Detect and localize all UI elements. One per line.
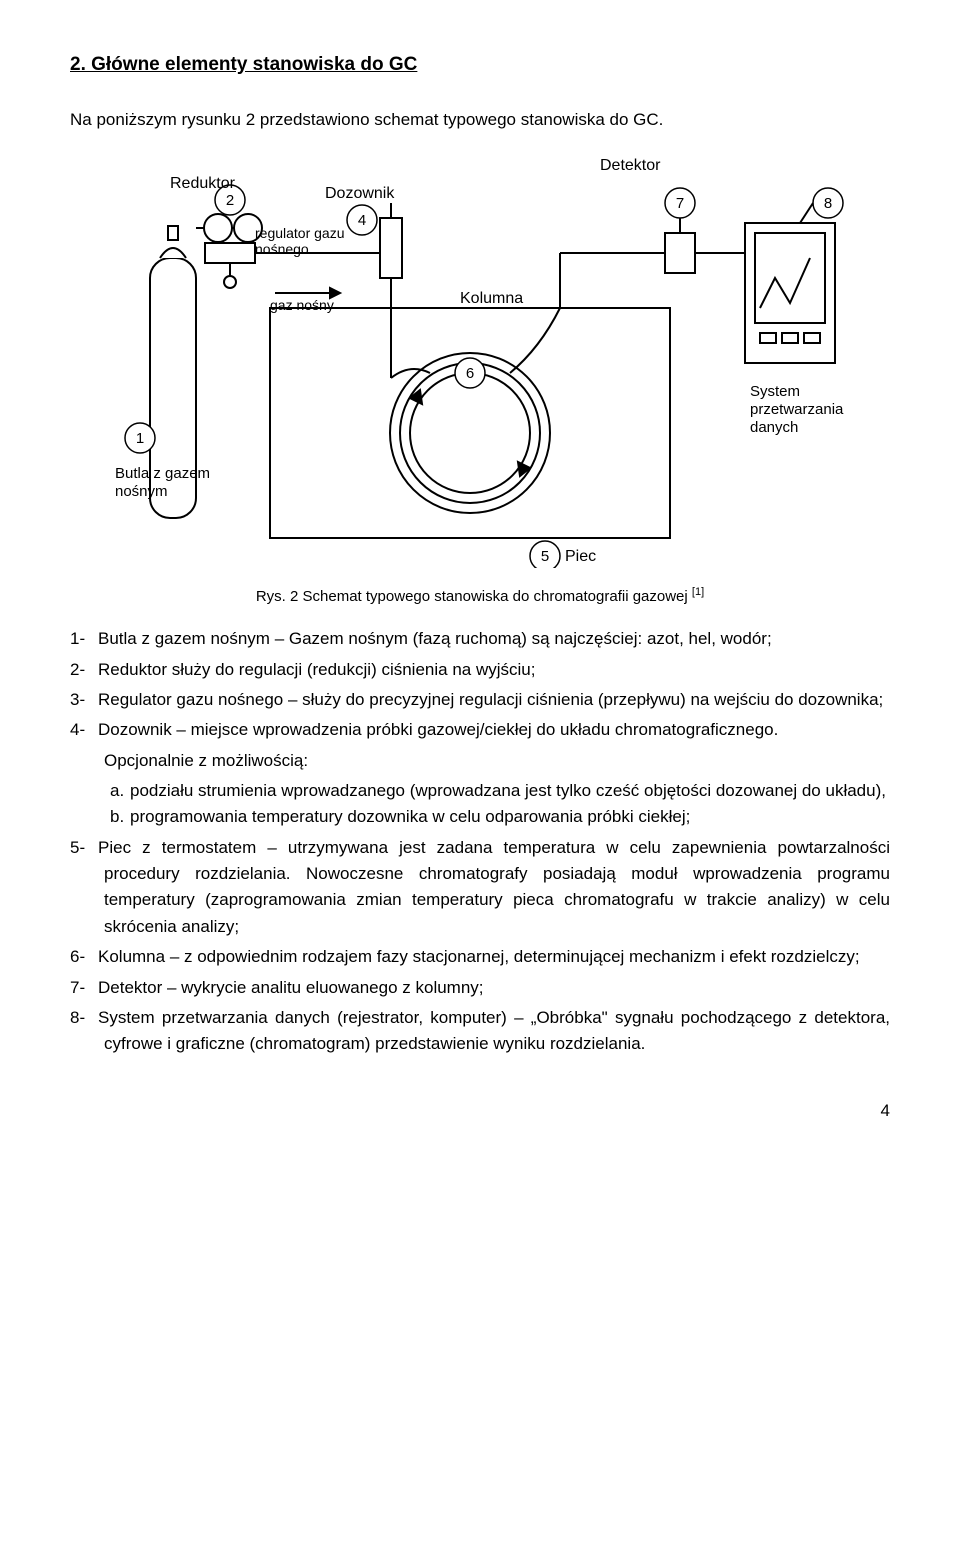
list-item: 8-System przetwarzania danych (rejestrat… [70, 1005, 890, 1058]
item-number: 2- [70, 657, 98, 683]
svg-text:Reduktor: Reduktor [170, 175, 236, 192]
svg-text:1: 1 [136, 430, 144, 447]
svg-text:Butla z gazem: Butla z gazem [115, 465, 210, 482]
svg-text:8: 8 [824, 195, 832, 212]
svg-text:5: 5 [541, 548, 549, 565]
svg-text:6: 6 [466, 365, 474, 382]
svg-text:gaz nośny: gaz nośny [270, 297, 334, 313]
item-number: 3- [70, 687, 98, 713]
svg-text:przetwarzania: przetwarzania [750, 401, 844, 418]
list-item: 7-Detektor – wykrycie analitu eluowanego… [70, 975, 890, 1001]
list-item: 5-Piec z termostatem – utrzymywana jest … [70, 835, 890, 940]
section-heading: 2. Główne elementy stanowiska do GC [70, 50, 890, 79]
caption-ref: [1] [692, 586, 704, 598]
svg-text:regulator gazu: regulator gazu [255, 225, 345, 241]
list-item: 1-Butla z gazem nośnym – Gazem nośnym (f… [70, 626, 890, 652]
svg-text:4: 4 [358, 212, 366, 229]
gc-schematic-svg: 1 2 4 5 6 7 8 Detektor Reduktor Dozownik… [110, 148, 850, 568]
intro-text: Na poniższym rysunku 2 przedstawiono sch… [70, 107, 890, 133]
svg-text:nośnego: nośnego [255, 241, 309, 257]
sub-list: a.podziału strumienia wprowadzanego (wpr… [70, 778, 890, 831]
item-number: 4- [70, 717, 98, 743]
svg-text:2: 2 [226, 192, 234, 209]
item-number: 5- [70, 835, 98, 861]
item-number: 7- [70, 975, 98, 1001]
sub-list-item: a.podziału strumienia wprowadzanego (wpr… [70, 778, 890, 804]
item-number: 8- [70, 1005, 98, 1031]
svg-text:Dozownik: Dozownik [325, 185, 395, 202]
item-number: 6- [70, 944, 98, 970]
svg-text:Kolumna: Kolumna [460, 290, 523, 307]
item-number: 1- [70, 626, 98, 652]
caption-text: Rys. 2 Schemat typowego stanowiska do ch… [256, 588, 692, 605]
svg-text:nośnym: nośnym [115, 483, 168, 500]
svg-text:Piec: Piec [565, 548, 596, 565]
list-item: 3-Regulator gazu nośnego – służy do prec… [70, 687, 890, 713]
list-item: 6-Kolumna – z odpowiednim rodzajem fazy … [70, 944, 890, 970]
page-number: 4 [70, 1098, 890, 1124]
svg-text:System: System [750, 383, 800, 400]
gc-schematic-figure: 1 2 4 5 6 7 8 Detektor Reduktor Dozownik… [70, 148, 890, 576]
svg-text:danych: danych [750, 419, 798, 436]
component-list: 1-Butla z gazem nośnym – Gazem nośnym (f… [70, 626, 890, 1057]
svg-text:Detektor: Detektor [600, 157, 661, 174]
figure-caption: Rys. 2 Schemat typowego stanowiska do ch… [70, 584, 890, 608]
option-intro: Opcjonalnie z możliwością: [70, 748, 890, 774]
list-item: 4-Dozownik – miejsce wprowadzenia próbki… [70, 717, 890, 743]
list-item: 2-Reduktor służy do regulacji (redukcji)… [70, 657, 890, 683]
svg-text:7: 7 [676, 195, 684, 212]
sub-item-letter: a. [110, 778, 130, 804]
sub-list-item: b.programowania temperatury dozownika w … [70, 804, 890, 830]
sub-item-letter: b. [110, 804, 130, 830]
